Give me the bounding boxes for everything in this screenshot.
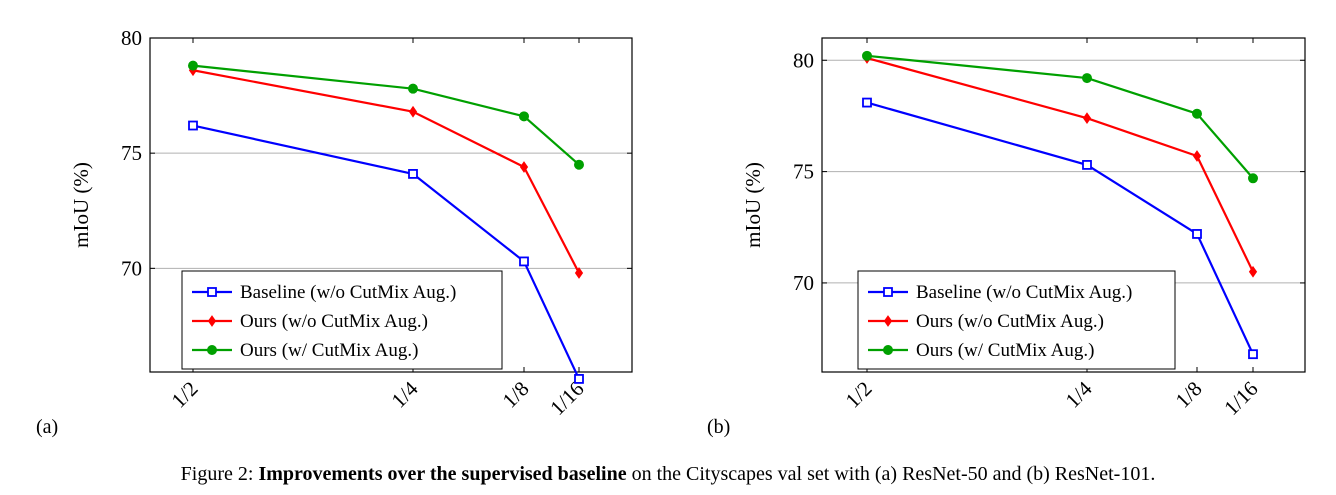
y-axis-title: mIoU (%) [69,162,93,248]
data-point [408,83,418,94]
legend-swatch-marker [207,315,217,327]
data-point [1192,108,1202,119]
y-tick-label: 80 [121,26,142,50]
series-line [866,56,1254,273]
series-0 [188,120,584,384]
y-tick-label: 75 [793,160,814,184]
series-1 [188,64,584,279]
caption-bold: Improvements over the supervised baselin… [258,463,627,485]
figure-caption: Figure 2: Improvements over the supervis… [0,463,1336,486]
legend: Baseline (w/o CutMix Aug.) Ours (w/o CutM… [857,270,1176,370]
y-tick-label: 70 [793,271,814,295]
caption-prefix: Figure 2: [180,463,259,485]
series-2 [188,60,584,170]
data-point [1082,73,1092,84]
legend-box [857,270,1176,370]
data-point [519,161,529,173]
legend-swatch-marker [207,345,217,355]
plot-frame [149,37,633,373]
data-point [188,60,198,71]
data-point [408,105,418,118]
data-point [862,97,872,108]
panel-letter-b: (b) [707,416,731,438]
legend-swatch-marker [207,287,217,297]
legend-label: Ours (w/ CutMix Aug.) [240,340,418,361]
legend-label: Baseline (w/o CutMix Aug.) [240,282,456,303]
data-point [1082,160,1092,170]
series-2 [862,50,1258,184]
x-tick-label: 1/4 [1061,376,1097,412]
data-point [1248,265,1258,278]
y-tick-label: 70 [121,256,142,280]
series-line [866,101,1254,355]
series-0 [862,97,1258,360]
chart-panel-b: 70 75 80 1/2 1/4 1/8 1/16 mIoU (%) Baseline (w/o… [741,37,1306,420]
data-point [1248,173,1258,184]
data-point [862,50,872,61]
series-line [192,69,580,274]
data-point [188,120,198,131]
series-line [192,124,580,380]
x-tick-label: 1/2 [167,377,203,413]
x-tick-label: 1/16 [1219,377,1262,420]
caption-rest: on the Cityscapes val set with (a) ResNe… [626,463,1156,485]
series-line [866,54,1254,180]
legend: Baseline (w/o CutMix Aug.) Ours (w/o CutM… [181,270,503,370]
x-tick-label: 1/4 [387,376,423,412]
legend-label: Ours (w/o CutMix Aug.) [240,311,428,332]
x-tick-label: 1/8 [1171,377,1207,413]
y-tick-label: 75 [121,141,142,165]
data-point [1192,150,1202,162]
data-point [574,159,584,170]
y-axis-title: mIoU (%) [741,162,765,248]
data-point [1082,112,1092,125]
data-point [574,374,584,384]
data-point [1248,349,1258,360]
series-line [192,64,580,166]
legend-label: Baseline (w/o CutMix Aug.) [916,282,1132,303]
series-1 [862,52,1258,278]
panel-letter-a: (a) [36,416,59,438]
legend-swatch-marker [883,345,893,355]
legend-label: Ours (w/ CutMix Aug.) [916,340,1094,361]
y-tick-label: 80 [793,48,814,72]
data-point [574,267,584,279]
data-point [1192,229,1202,239]
x-tick-label: 1/8 [498,377,534,413]
data-point [408,169,418,179]
legend-label: Ours (w/o CutMix Aug.) [916,311,1104,332]
data-point [519,111,529,122]
plot-frame [821,37,1306,373]
data-point [519,256,529,267]
legend-swatch-marker [883,287,893,297]
x-tick-label: 1/2 [841,377,877,413]
legend-box [181,270,503,370]
legend-swatch-marker [883,315,893,327]
